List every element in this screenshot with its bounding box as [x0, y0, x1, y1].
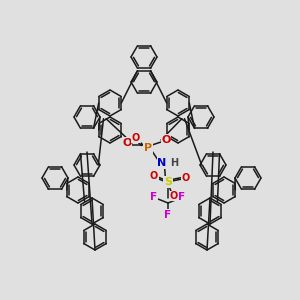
Text: O: O — [132, 133, 140, 143]
Text: S: S — [164, 177, 172, 187]
Text: O: O — [122, 138, 132, 148]
Text: O: O — [170, 191, 178, 201]
Text: O: O — [150, 171, 158, 181]
Text: H: H — [170, 158, 178, 168]
Text: P: P — [144, 143, 152, 153]
Text: F: F — [178, 192, 186, 202]
Text: F: F — [164, 210, 172, 220]
Text: F: F — [150, 192, 158, 202]
Text: O: O — [182, 173, 190, 183]
Text: O: O — [161, 135, 171, 145]
Text: N: N — [158, 158, 166, 168]
